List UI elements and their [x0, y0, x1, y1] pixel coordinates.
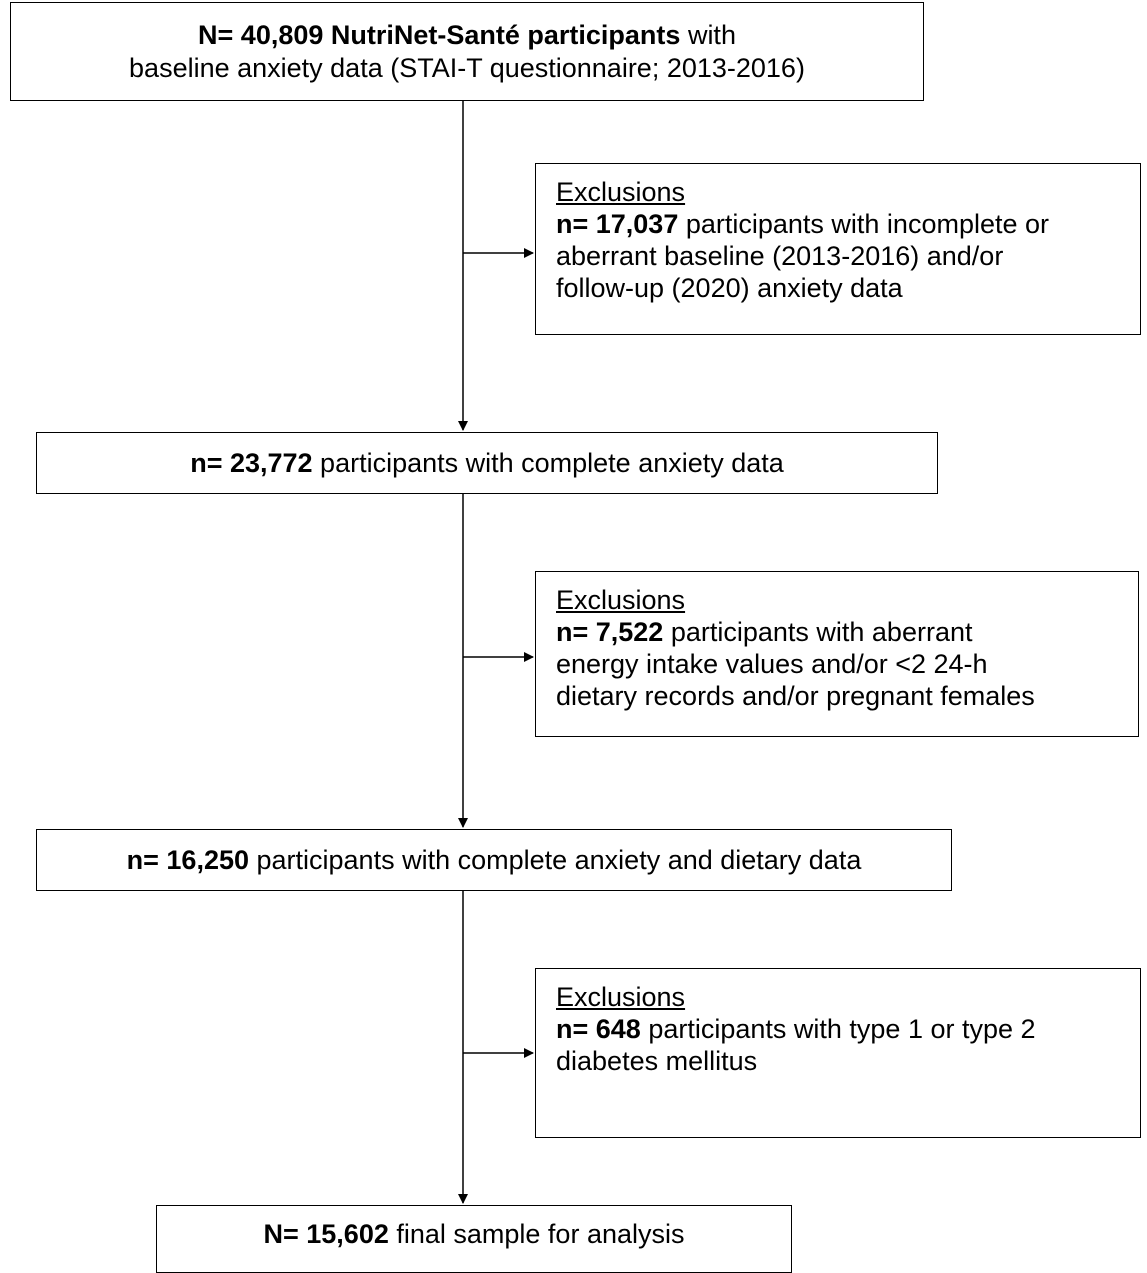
start-node: N= 40,809 NutriNet-Santé participants wi… [10, 2, 924, 101]
step3-node-count: n= 16,250 [126, 844, 249, 875]
exclusion-2-count: n= 7,522 [556, 617, 664, 647]
exclusion-node-1: Exclusions n= 17,037 participants with i… [535, 163, 1141, 335]
step3-node-text: n= 16,250 participants with complete anx… [127, 844, 862, 877]
final-node-text: N= 15,602 final sample for analysis [264, 1218, 685, 1251]
step2-node: n= 23,772 participants with complete anx… [36, 432, 938, 494]
step2-node-count: n= 23,772 [190, 447, 313, 478]
exclusion-1-count: n= 17,037 [556, 209, 679, 239]
exclusion-2-line3: dietary records and/or pregnant females [556, 681, 1035, 711]
exclusion-1-line3: follow-up (2020) anxiety data [556, 273, 903, 303]
exclusion-2-line1-rest: participants with aberrant [663, 617, 973, 647]
exclusion-1-line1: n= 17,037 participants with incomplete o… [556, 208, 1140, 240]
exclusion-2-heading: Exclusions [556, 585, 686, 615]
exclusion-1-line1-rest: participants with incomplete or [678, 209, 1050, 239]
step2-node-text: n= 23,772 participants with complete anx… [190, 447, 784, 480]
exclusion-1-line2: aberrant baseline (2013-2016) and/or [556, 241, 1004, 271]
exclusion-2-line2: energy intake values and/or <2 24-h [556, 649, 988, 679]
exclusion-3-count: n= 648 [556, 1014, 641, 1044]
step3-node-rest: participants with complete anxiety and d… [249, 844, 862, 875]
final-node: N= 15,602 final sample for analysis [156, 1205, 792, 1273]
final-node-count: N= 15,602 [263, 1218, 389, 1249]
exclusion-3-line1-rest: participants with type 1 or type 2 [640, 1014, 1036, 1044]
exclusion-node-3: Exclusions n= 648 participants with type… [535, 968, 1141, 1138]
exclusion-3-line2: diabetes mellitus [556, 1046, 758, 1076]
start-node-count: N= 40,809 NutriNet-Santé participants [198, 19, 681, 50]
exclusion-3-line1: n= 648 participants with type 1 or type … [556, 1013, 1140, 1045]
start-node-line1-rest: with [680, 19, 736, 50]
exclusion-2-line1: n= 7,522 participants with aberrant [556, 616, 1138, 648]
step2-node-rest: participants with complete anxiety data [312, 447, 784, 478]
start-node-line2: baseline anxiety data (STAI-T questionna… [129, 52, 805, 83]
final-node-rest: final sample for analysis [388, 1218, 685, 1249]
exclusion-1-heading: Exclusions [556, 177, 686, 207]
start-node-line1: N= 40,809 NutriNet-Santé participants wi… [198, 19, 736, 52]
exclusion-node-2: Exclusions n= 7,522 participants with ab… [535, 571, 1139, 737]
exclusion-3-heading: Exclusions [556, 982, 686, 1012]
step3-node: n= 16,250 participants with complete anx… [36, 829, 952, 891]
